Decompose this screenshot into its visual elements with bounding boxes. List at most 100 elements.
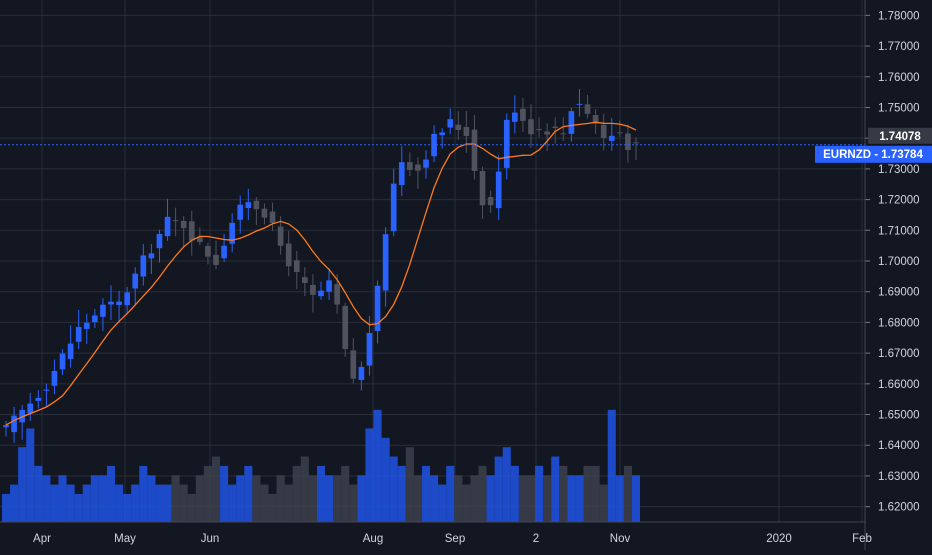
candle-body [350, 350, 357, 379]
volume-bar [607, 409, 616, 522]
marker-price-label: 1.74078 [868, 127, 932, 144]
volume-bar [10, 484, 19, 522]
candle-body [11, 415, 17, 433]
volume-bar [470, 475, 479, 522]
candle-body [293, 260, 300, 272]
volume-bar [155, 484, 164, 522]
candle-body [576, 103, 583, 105]
volume-bar [171, 475, 180, 522]
last-price-text: EURNZD - 1.73784 [823, 149, 923, 161]
candle-body [83, 322, 90, 329]
time-tick-label: May [114, 533, 136, 545]
price-axis-panel[interactable] [865, 0, 932, 522]
candle-body [374, 285, 381, 332]
candle-body [156, 233, 163, 249]
candle-body [495, 171, 502, 209]
candle-body [253, 200, 260, 210]
time-tick-label: Apr [33, 533, 51, 545]
candle-body [390, 183, 397, 232]
time-tick-label: 2 [533, 533, 539, 545]
volume-bar [518, 475, 527, 522]
candle-body [625, 133, 631, 150]
volume-bar [211, 456, 221, 522]
volume-bar [599, 484, 608, 522]
volume-bar [276, 475, 285, 522]
volume-bar [268, 493, 277, 522]
price-tick-label: 1.72000 [878, 195, 920, 207]
volume-bar [559, 465, 568, 522]
volume-bar [195, 475, 204, 522]
volume-bar [187, 493, 196, 522]
candle-body [261, 208, 268, 218]
candle-body [528, 119, 534, 135]
candle-body [19, 409, 25, 423]
volume-bar [284, 484, 293, 522]
candle-body [560, 133, 567, 135]
candle-body [100, 304, 106, 317]
time-tick-label: Nov [610, 533, 631, 545]
volume-bar [50, 484, 59, 522]
candle-body [27, 403, 34, 414]
candle-body [479, 170, 486, 206]
volume-bar [583, 465, 592, 522]
candle-body [318, 290, 324, 297]
volume-bar [421, 465, 431, 522]
candle-body [520, 108, 526, 121]
candle-body [108, 301, 114, 305]
candle-body [455, 124, 462, 130]
candle-body [471, 129, 478, 171]
time-tick-label: Feb [852, 533, 872, 545]
volume-bar [42, 475, 51, 522]
candle-body [544, 131, 550, 135]
volume-bar [462, 484, 471, 522]
volume-bar [333, 475, 342, 522]
candle-body [164, 216, 171, 237]
volume-bar [454, 475, 463, 522]
volume-bar [18, 447, 27, 522]
volume-bar [381, 437, 390, 522]
volume-bar [66, 484, 75, 522]
candle-body [633, 142, 639, 144]
candle-body [431, 133, 437, 157]
volume-bar [236, 475, 245, 522]
marker-price-text: 1.74078 [879, 131, 921, 143]
price-tick-label: 1.62000 [878, 502, 920, 514]
candle-body [213, 254, 219, 265]
price-tick-label: 1.78000 [878, 10, 920, 22]
volume-bar [551, 456, 560, 522]
volume-bar [623, 465, 632, 522]
candle-body [172, 220, 179, 222]
moving-average-line [5, 121, 637, 426]
candle-body [59, 353, 66, 370]
time-axis: Apr May Jun Aug Sep 2 Nov 2020 Feb [0, 521, 872, 545]
volume-bar [147, 475, 156, 522]
candle-body [310, 284, 316, 295]
candle-body [584, 104, 591, 114]
candle-body [512, 112, 518, 122]
candle-body [43, 389, 50, 391]
volume-bar [575, 475, 584, 522]
candle-body [285, 243, 292, 267]
time-tick-label: Jun [201, 533, 220, 545]
volume-bar [494, 456, 503, 522]
price-tick-label: 1.66000 [878, 379, 920, 391]
volume-bar [526, 475, 536, 522]
price-tick-label: 1.71000 [878, 225, 920, 237]
candle-body [415, 164, 421, 171]
volume-bar [163, 484, 172, 522]
candle-body [67, 343, 74, 360]
volume-bar [260, 484, 269, 522]
volume-bar [82, 484, 91, 522]
candle-body [140, 255, 147, 277]
candle-body [302, 277, 308, 283]
candle-body [536, 129, 542, 131]
volume-bar [292, 465, 301, 522]
volume-bar [341, 465, 350, 522]
grid [0, 0, 865, 522]
volume-bar [615, 475, 624, 522]
price-tick-label: 1.65000 [878, 410, 920, 422]
candle-body [116, 301, 122, 305]
candle-body [552, 126, 559, 128]
